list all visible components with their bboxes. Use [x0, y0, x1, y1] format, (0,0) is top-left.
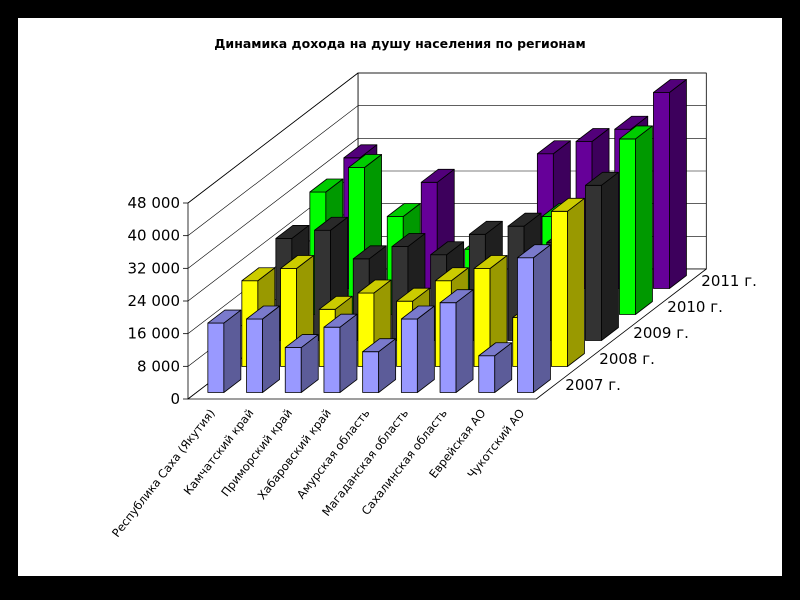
bar-front [653, 92, 670, 289]
y-tick-label: 24 000 [128, 292, 181, 310]
bar-front [551, 210, 568, 367]
bar-top [386, 203, 421, 217]
bar-top [478, 342, 513, 357]
bar [653, 79, 687, 289]
bar-front [246, 318, 263, 393]
bar-side [223, 309, 242, 393]
bar-top [473, 255, 508, 269]
bar [284, 334, 319, 393]
bar-top [343, 144, 378, 159]
bar-side [339, 313, 358, 393]
bar-side [455, 289, 474, 393]
bar [478, 342, 513, 393]
bar-top [314, 216, 348, 231]
y-tick-label: 40 000 [128, 227, 181, 245]
series-label: 2011 г. [701, 272, 757, 290]
bar-top [318, 295, 353, 310]
bar [362, 338, 397, 393]
bar-front [284, 347, 302, 393]
bar-side [416, 305, 435, 393]
bar-front [323, 326, 341, 393]
bar-front [517, 257, 534, 393]
bar-top [575, 128, 610, 142]
bar-front [619, 138, 636, 315]
x-tick-label: Камчатский край [181, 406, 257, 497]
bar-top [348, 154, 382, 168]
bar-top [439, 289, 474, 304]
bar-top [430, 241, 465, 256]
bar-top [551, 197, 585, 212]
bar-front [400, 318, 418, 393]
bar-top [246, 305, 280, 320]
bar-top [275, 225, 310, 239]
bar-top [396, 287, 431, 302]
series-label: 2007 г. [565, 376, 621, 394]
bar [207, 309, 242, 393]
bar [585, 171, 619, 341]
chart: Динамика дохода на душу населения по рег… [109, 36, 757, 540]
x-tick-label: Хабаровский край [255, 406, 334, 502]
bar [551, 197, 585, 367]
bar [323, 313, 358, 393]
chart-bars [207, 79, 687, 393]
y-tick-label: 48 000 [128, 194, 181, 212]
bar-front [478, 355, 496, 393]
bar-side [533, 244, 551, 393]
bar-front [439, 302, 457, 393]
bar-top [585, 171, 619, 186]
bar-side [262, 305, 280, 393]
x-tick-label: Приморский край [218, 406, 295, 499]
y-tick-label: 32 000 [128, 259, 181, 277]
bar-top [357, 279, 392, 294]
bar-top [309, 178, 344, 193]
bar-top [284, 334, 319, 348]
bar-top [653, 79, 687, 93]
bar-top [517, 244, 551, 259]
bar-top [434, 267, 469, 282]
bar-front [207, 322, 225, 393]
bar-front [362, 351, 380, 393]
bar-top [536, 140, 571, 155]
series-label: 2010 г. [667, 298, 723, 316]
y-tick-label: 8 000 [137, 357, 180, 375]
bar-side [635, 125, 653, 315]
y-tick-label: 0 [170, 390, 180, 408]
bar-top [420, 168, 455, 183]
bar-side [601, 171, 619, 341]
bar-top [400, 305, 435, 320]
bar-top [352, 245, 387, 260]
bar-top [507, 212, 542, 227]
bar-top [280, 255, 314, 269]
bar-top [614, 115, 649, 130]
bar-top [468, 220, 503, 235]
bar-side [567, 197, 585, 367]
bar [517, 244, 551, 393]
bar-top [362, 338, 397, 353]
chart-frame: Динамика дохода на душу населения по рег… [18, 18, 782, 576]
bar [619, 125, 653, 315]
bar [246, 305, 280, 393]
bar [439, 289, 474, 393]
chart-title: Динамика дохода на душу населения по рег… [214, 36, 585, 51]
grid-line [187, 105, 707, 236]
bar-top [619, 125, 653, 140]
grid-line [187, 72, 707, 204]
bar-side [669, 79, 687, 289]
bar [400, 305, 435, 393]
bar-top [241, 267, 276, 282]
bar-top [391, 233, 426, 247]
bar-top [207, 309, 242, 324]
bar-front [585, 184, 602, 341]
series-label: 2008 г. [599, 350, 655, 368]
x-tick-label: Амурская область [294, 406, 373, 501]
y-tick-label: 16 000 [128, 325, 181, 343]
bar-top [323, 313, 358, 328]
series-label: 2009 г. [633, 324, 689, 342]
